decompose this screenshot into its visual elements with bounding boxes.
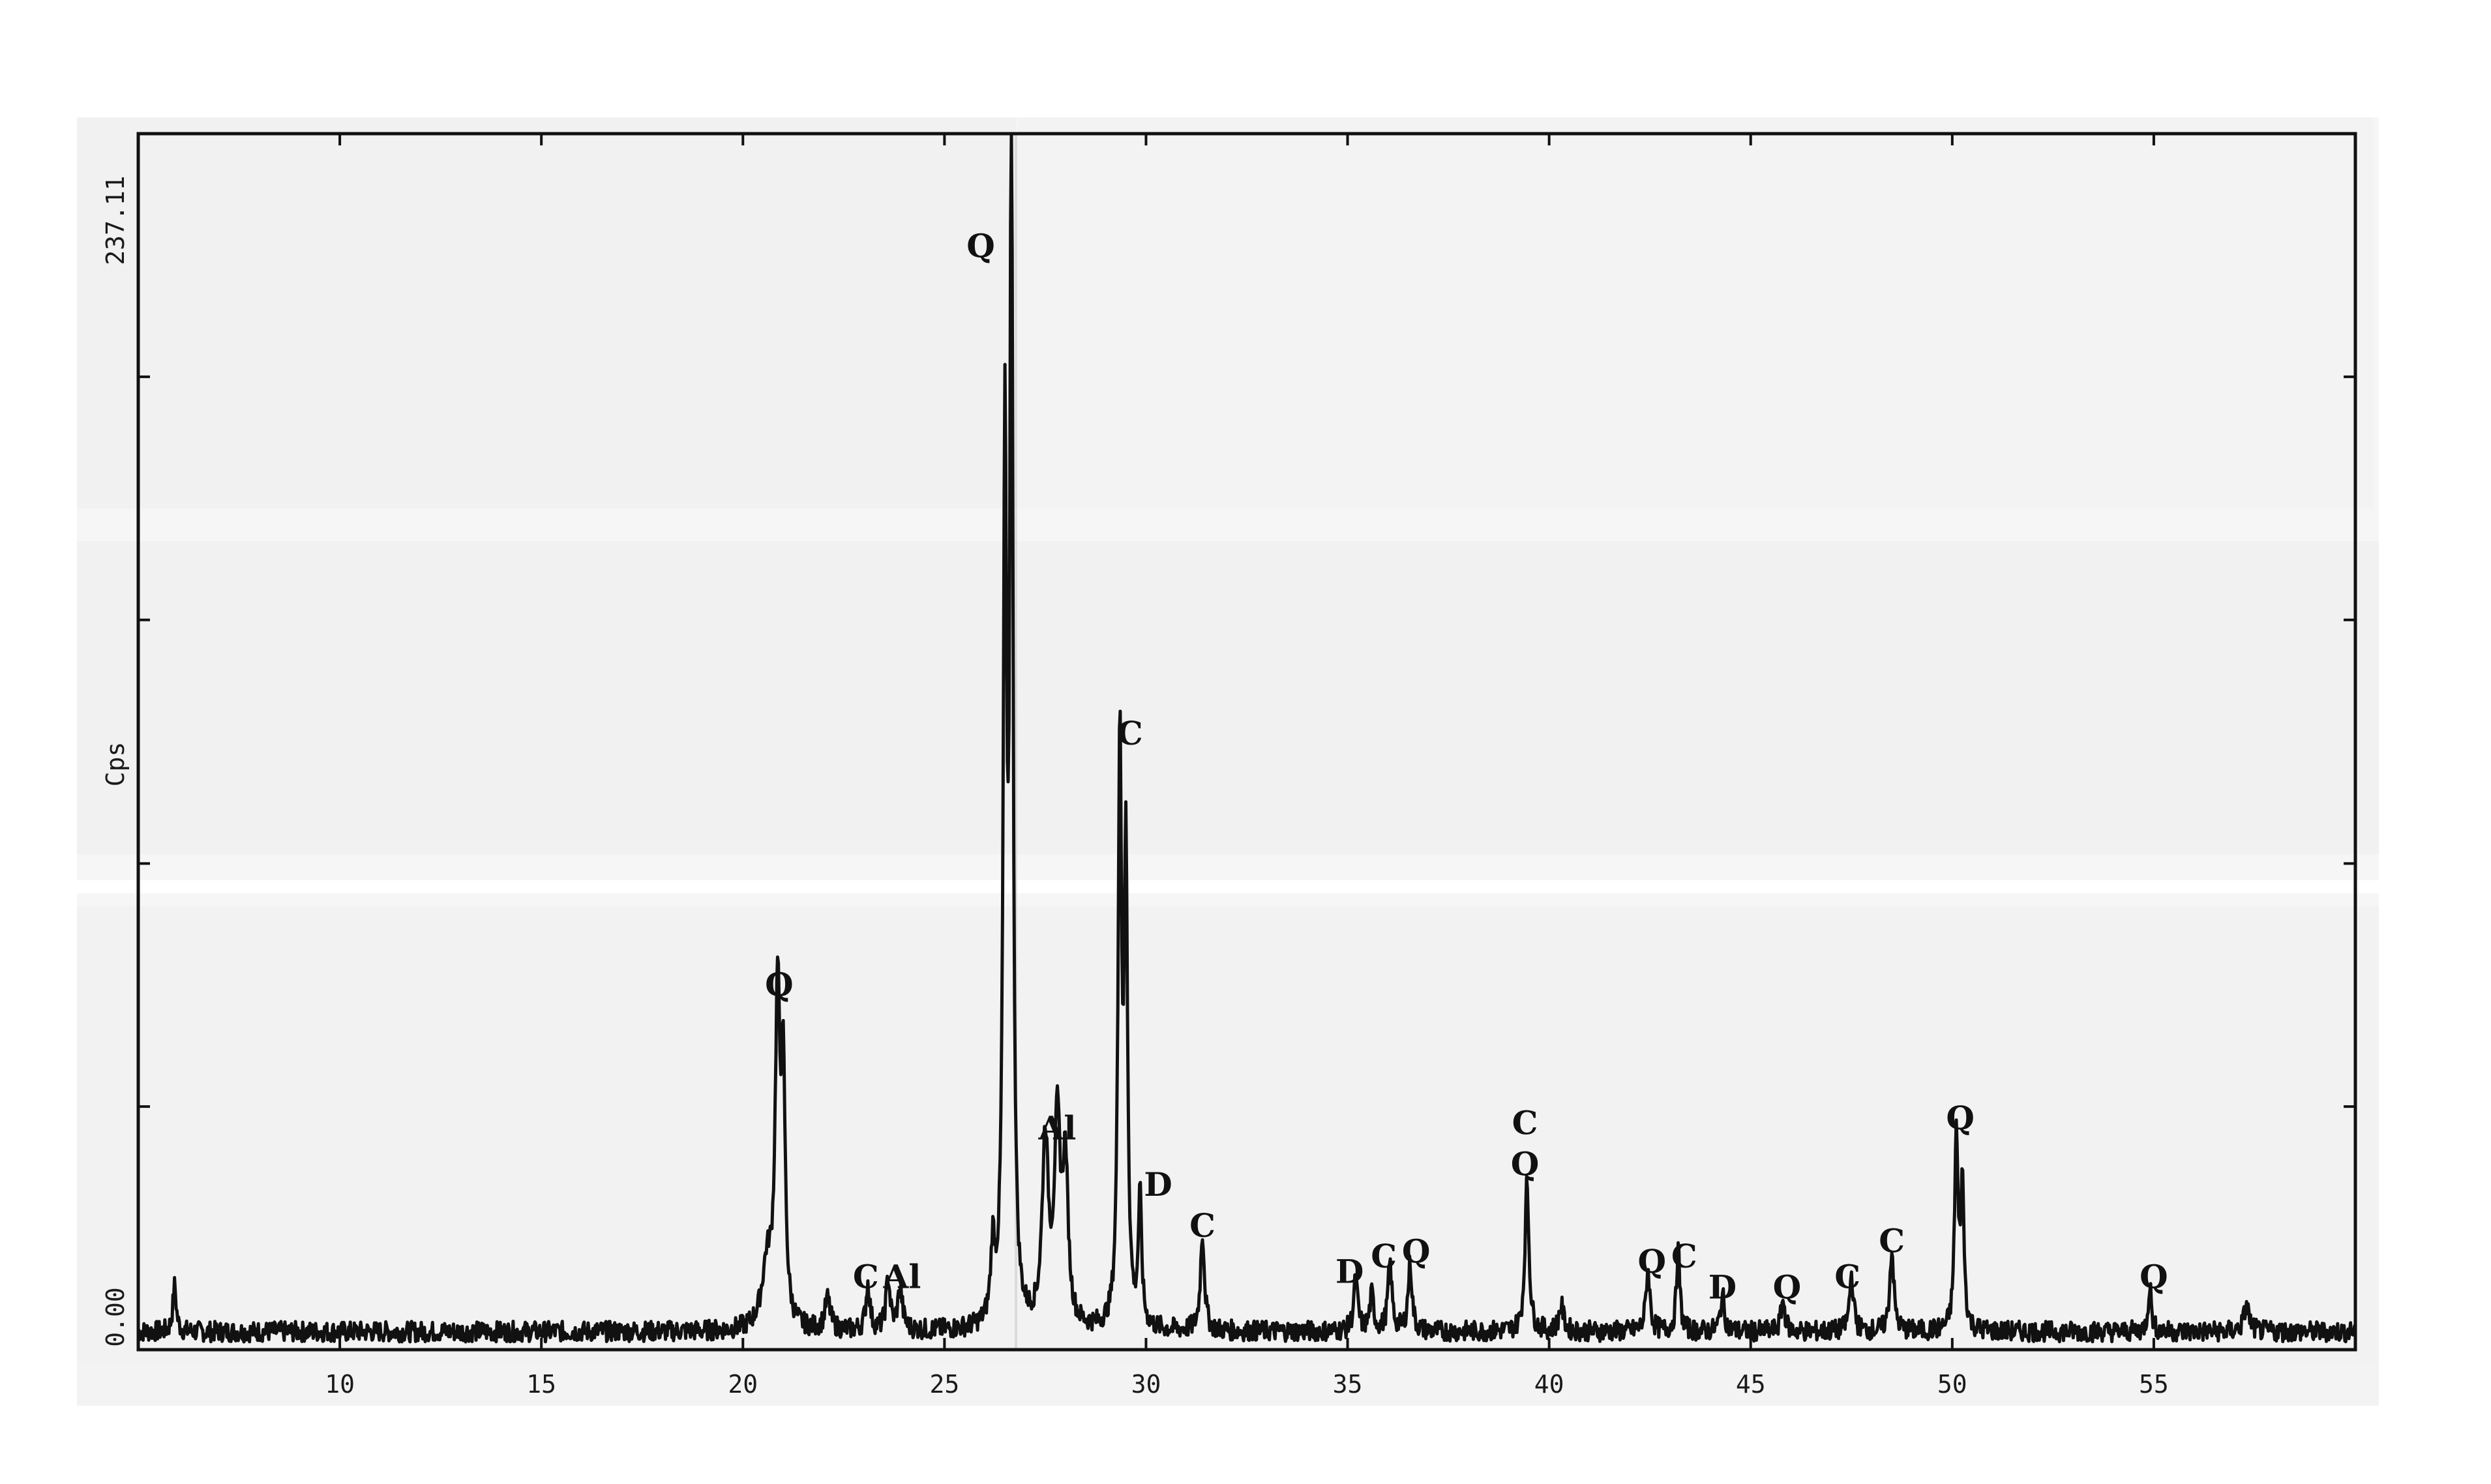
peak-label: Q	[765, 965, 794, 1003]
x-tick-label: 35	[1333, 1370, 1363, 1399]
peak-label: Al	[883, 1258, 921, 1296]
peak-label: Q	[1773, 1268, 1802, 1306]
peak-label: C	[1834, 1258, 1860, 1296]
peak-label: Al	[1038, 1109, 1077, 1148]
peak-label: Q	[966, 227, 995, 265]
x-tick-label: 10	[325, 1370, 355, 1399]
x-axis-ticks: 10 15 20 25 30 35 40 45 50 55	[325, 134, 2169, 1399]
diffraction-trace	[136, 132, 2357, 1344]
peak-label: D	[1335, 1253, 1364, 1291]
x-tick-label: 20	[728, 1370, 758, 1399]
peak-label: D	[1708, 1268, 1737, 1306]
x-tick-label: 40	[1534, 1370, 1564, 1399]
peak-label: C	[1512, 1104, 1538, 1142]
y-axis-ticks	[138, 132, 2355, 1351]
x-tick-label: 30	[1131, 1370, 1161, 1399]
peak-label: C	[1117, 714, 1143, 752]
peak-label: C	[1189, 1206, 1216, 1245]
peak-label: D	[1144, 1165, 1172, 1204]
peak-label: Q	[1637, 1242, 1666, 1281]
plot-frame	[136, 132, 2357, 1352]
peak-label: C	[1671, 1237, 1697, 1275]
x-tick-label: 25	[929, 1370, 959, 1399]
y-min-label: 0.00	[101, 1287, 130, 1347]
y-max-label: 237.11	[101, 175, 130, 265]
peak-label: Q	[1946, 1099, 1975, 1137]
x-tick-label: 55	[2139, 1370, 2169, 1399]
peak-label: Q	[2140, 1258, 2168, 1296]
peak-label: Q	[1511, 1145, 1540, 1183]
x-tick-label: 50	[1937, 1370, 1967, 1399]
x-tick-label: 15	[526, 1370, 556, 1399]
x-tick-label: 45	[1736, 1370, 1766, 1399]
diffraction-series-line	[136, 132, 2357, 1344]
peak-label: C	[1371, 1237, 1397, 1275]
peak-label: C	[1879, 1222, 1905, 1260]
peak-label: C	[853, 1258, 879, 1296]
y-axis-label: Cps	[101, 742, 130, 787]
peak-label: Q	[1402, 1232, 1431, 1270]
